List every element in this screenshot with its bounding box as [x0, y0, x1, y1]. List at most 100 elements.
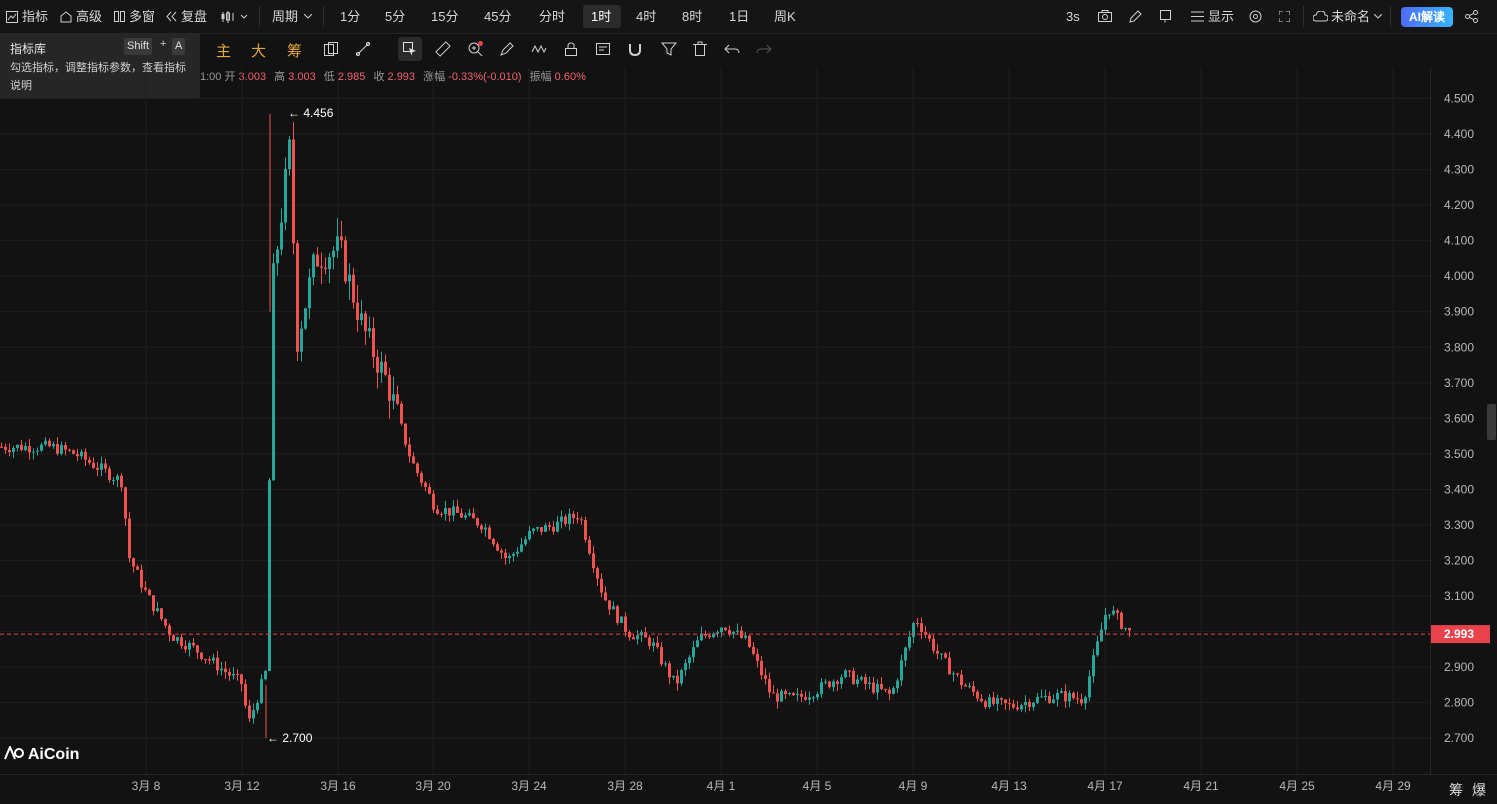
redo-icon[interactable] — [756, 41, 772, 57]
candle — [748, 635, 751, 648]
ohlc-close: 2.993 — [387, 71, 416, 83]
candle — [452, 500, 455, 522]
trendline-icon[interactable] — [355, 41, 371, 57]
candle — [188, 640, 191, 657]
period-15m[interactable]: 15分 — [431, 9, 459, 24]
candle — [904, 646, 907, 667]
period-1m[interactable]: 1分 — [340, 9, 361, 24]
candle — [284, 157, 287, 231]
zoom-icon[interactable] — [467, 41, 483, 57]
ruler-icon[interactable] — [435, 41, 451, 57]
period-1h[interactable]: 1时 — [591, 9, 612, 24]
period-4h[interactable]: 4时 — [636, 9, 657, 24]
ohlc-high-label: 高 — [274, 71, 286, 83]
liquidation-toggle[interactable]: 爆 — [1472, 782, 1486, 798]
cursor-select-icon[interactable] — [402, 41, 418, 57]
candle — [560, 510, 563, 529]
candle — [60, 441, 63, 456]
template-icon[interactable] — [595, 41, 611, 57]
display-button[interactable]: 显示 — [1208, 9, 1235, 24]
filter-icon[interactable] — [661, 41, 677, 57]
period-1d[interactable]: 1日 — [729, 9, 750, 24]
candle — [928, 632, 931, 642]
panel-collapse-handle[interactable] — [1487, 404, 1496, 440]
last-price-tag-text: 2.993 — [1444, 627, 1474, 641]
candle-style-icon[interactable] — [221, 10, 249, 24]
candle — [660, 642, 663, 667]
candle — [696, 635, 699, 648]
candle — [1092, 648, 1095, 683]
candle — [984, 699, 987, 710]
candle — [376, 349, 379, 389]
candle — [144, 581, 147, 592]
candle — [408, 437, 411, 463]
candle — [300, 320, 303, 362]
compare-icon[interactable] — [323, 41, 339, 57]
x-axis: 3月 8 3月 12 3月 16 3月 20 3月 24 3月 28 4月 1 4月 5 4月 … — [132, 779, 1411, 793]
candle — [532, 527, 535, 535]
indicator-button[interactable]: 指标 — [22, 9, 49, 24]
fullscreen-icon[interactable] — [1279, 11, 1290, 22]
candle — [836, 679, 839, 692]
candle — [932, 635, 935, 654]
pattern-icon[interactable] — [531, 41, 547, 57]
ohlc-high: 3.003 — [288, 71, 316, 83]
big-order-toggle[interactable]: 大 — [251, 43, 267, 60]
candle — [168, 623, 171, 642]
candle — [28, 439, 31, 460]
replay-button[interactable]: 复盘 — [181, 9, 208, 24]
candle — [648, 635, 651, 650]
alert-icon[interactable] — [1160, 10, 1173, 23]
undo-icon[interactable] — [724, 41, 740, 57]
edit-icon[interactable] — [1129, 10, 1142, 23]
share-icon[interactable] — [1465, 10, 1478, 23]
x-tick-label: 3月 16 — [320, 779, 356, 793]
candle — [784, 688, 787, 700]
candle — [236, 669, 239, 681]
ohlc-low: 2.985 — [337, 71, 366, 83]
candle — [412, 452, 415, 464]
multi-window-button[interactable]: 多窗 — [129, 9, 156, 24]
candle — [740, 625, 743, 639]
candle — [436, 504, 439, 515]
y-tick-label: 3.600 — [1444, 411, 1474, 425]
chip-toggle[interactable]: 筹 — [1449, 782, 1463, 798]
ohlc-close-label: 收 — [373, 71, 385, 83]
period-5m[interactable]: 5分 — [385, 9, 406, 24]
advanced-button[interactable]: 高级 — [76, 9, 103, 24]
candle — [524, 536, 527, 547]
candle — [860, 675, 863, 681]
chip-distribution-toggle[interactable]: 筹 — [287, 43, 303, 60]
divider — [259, 6, 260, 27]
period-timeline[interactable]: 分时 — [539, 9, 566, 24]
magnet-icon[interactable] — [627, 41, 643, 57]
lock-icon[interactable] — [563, 41, 579, 57]
candle — [472, 507, 475, 519]
refresh-interval[interactable]: 3s — [1066, 9, 1080, 24]
trash-icon[interactable] — [692, 41, 708, 57]
period-week[interactable]: 周K — [774, 9, 796, 24]
period-45m[interactable]: 45分 — [484, 9, 512, 24]
candle — [140, 564, 143, 593]
main-indicator-toggle[interactable]: 主 — [216, 43, 232, 60]
ohlc-amplitude: 0.60% — [554, 71, 586, 83]
candle — [400, 401, 403, 426]
layout-name-dropdown[interactable]: 未命名 — [1331, 9, 1371, 24]
candle — [240, 673, 243, 692]
brush-icon[interactable] — [499, 41, 515, 57]
candle — [496, 541, 499, 552]
period-8h[interactable]: 8时 — [682, 9, 703, 24]
candle — [892, 686, 895, 695]
multi-window-icon — [114, 11, 125, 22]
candle — [4, 443, 7, 454]
candle — [520, 537, 523, 553]
period-button[interactable]: 周期 — [272, 9, 299, 24]
settings-icon[interactable] — [1249, 10, 1262, 23]
x-tick-label: 4月 13 — [991, 779, 1027, 793]
candle — [600, 573, 603, 598]
candle — [1020, 703, 1023, 712]
candle — [652, 638, 655, 652]
camera-icon[interactable] — [1098, 10, 1112, 22]
ai-interpret-button[interactable]: AI解读 — [1401, 7, 1453, 27]
